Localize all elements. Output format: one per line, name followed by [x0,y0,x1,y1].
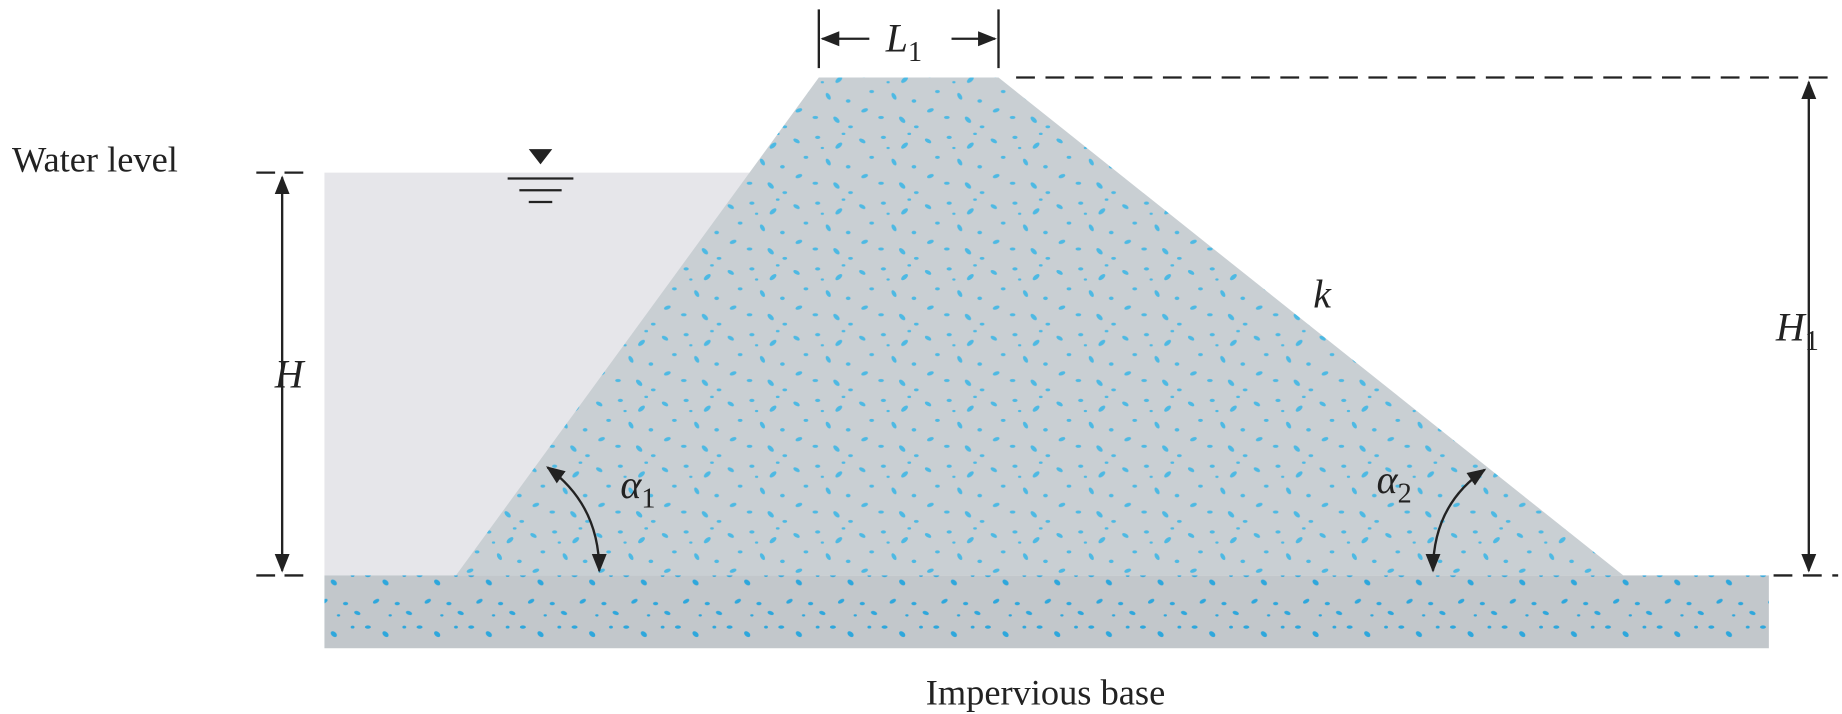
l1-label: L1 [885,16,922,68]
h-label: H [274,352,306,397]
h1-label: H1 [1775,305,1819,357]
k-label: k [1313,272,1332,317]
alpha1-label: α1 [620,462,655,514]
alpha1-arc [546,466,607,573]
dam-body [455,77,1624,576]
water-symbol [507,149,574,204]
water-level-label: Water level [12,139,178,179]
alpha2-arc [1425,468,1487,573]
base-label: Impervious base [926,673,1166,713]
alpha2-label: α2 [1377,457,1412,509]
impervious-base [324,575,1769,649]
